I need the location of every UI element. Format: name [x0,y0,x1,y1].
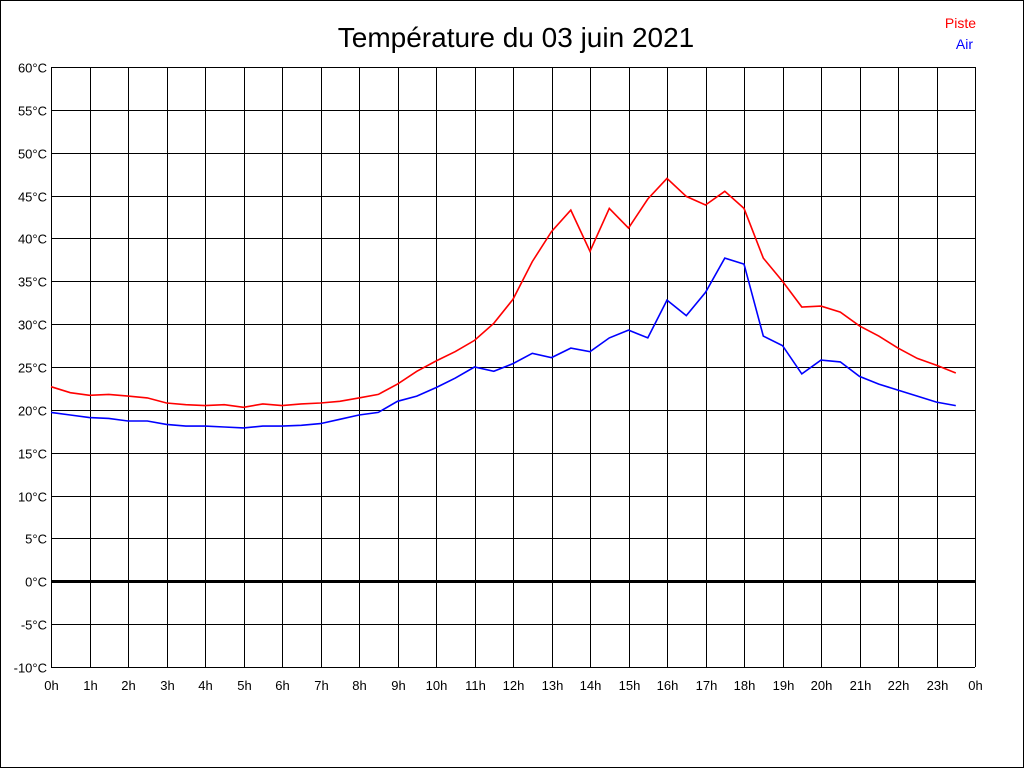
x-tick-label: 10h [426,678,448,693]
x-tick-label: 17h [696,678,718,693]
x-tick-label: 13h [542,678,564,693]
y-tick-label: 25°C [18,361,47,376]
x-tick-label: 7h [314,678,328,693]
y-tick-label: 5°C [25,532,47,547]
x-tick-label: 11h [465,678,486,693]
x-tick-label: 20h [811,678,833,693]
x-tick-label: 6h [275,678,289,693]
y-tick-label: 15°C [18,447,47,462]
x-tick-label: 16h [657,678,679,693]
y-tick-label: 35°C [18,275,47,290]
x-tick-label: 21h [850,678,872,693]
tick-labels: 0h 1h 2h 3h 4h 5h 6h 7h 8h 9h 10h 11h 12h 13h 14h 15h 16… [14,61,983,694]
chart-title: Température du 03 juin 2021 [338,22,694,53]
x-tick-label: 8h [352,678,366,693]
x-tick-label: 0h [968,678,982,693]
x-tick-label: 3h [160,678,174,693]
grid [51,67,976,668]
x-tick-label: 19h [773,678,795,693]
y-tick-label: 50°C [18,147,47,162]
x-tick-label: 0h [44,678,58,693]
legend-piste: Piste [945,15,976,31]
y-tick-label: 10°C [18,490,47,505]
x-tick-label: 23h [927,678,949,693]
x-tick-label: 5h [237,678,251,693]
y-tick-label: 60°C [18,61,47,76]
y-tick-label: -5°C [21,618,47,633]
x-tick-label: 12h [503,678,525,693]
legend-air: Air [956,36,973,52]
x-tick-label: 2h [121,678,135,693]
y-tick-label: 30°C [18,318,47,333]
x-tick-label: 14h [580,678,602,693]
y-tick-label: 0°C [25,575,47,590]
y-tick-label: 20°C [18,404,47,419]
series-lines [50,177,957,429]
y-tick-label: 55°C [18,104,47,119]
y-tick-label: 45°C [18,190,47,205]
x-tick-label: 9h [391,678,405,693]
series-line-piste [50,177,957,409]
x-tick-label: 18h [734,678,756,693]
y-tick-label: 40°C [18,232,47,247]
x-tick-label: 4h [198,678,212,693]
x-tick-label: 15h [619,678,641,693]
x-tick-label: 22h [888,678,910,693]
y-tick-label: -10°C [14,661,47,676]
x-tick-label: 1h [83,678,97,693]
series-line-air [50,257,956,429]
